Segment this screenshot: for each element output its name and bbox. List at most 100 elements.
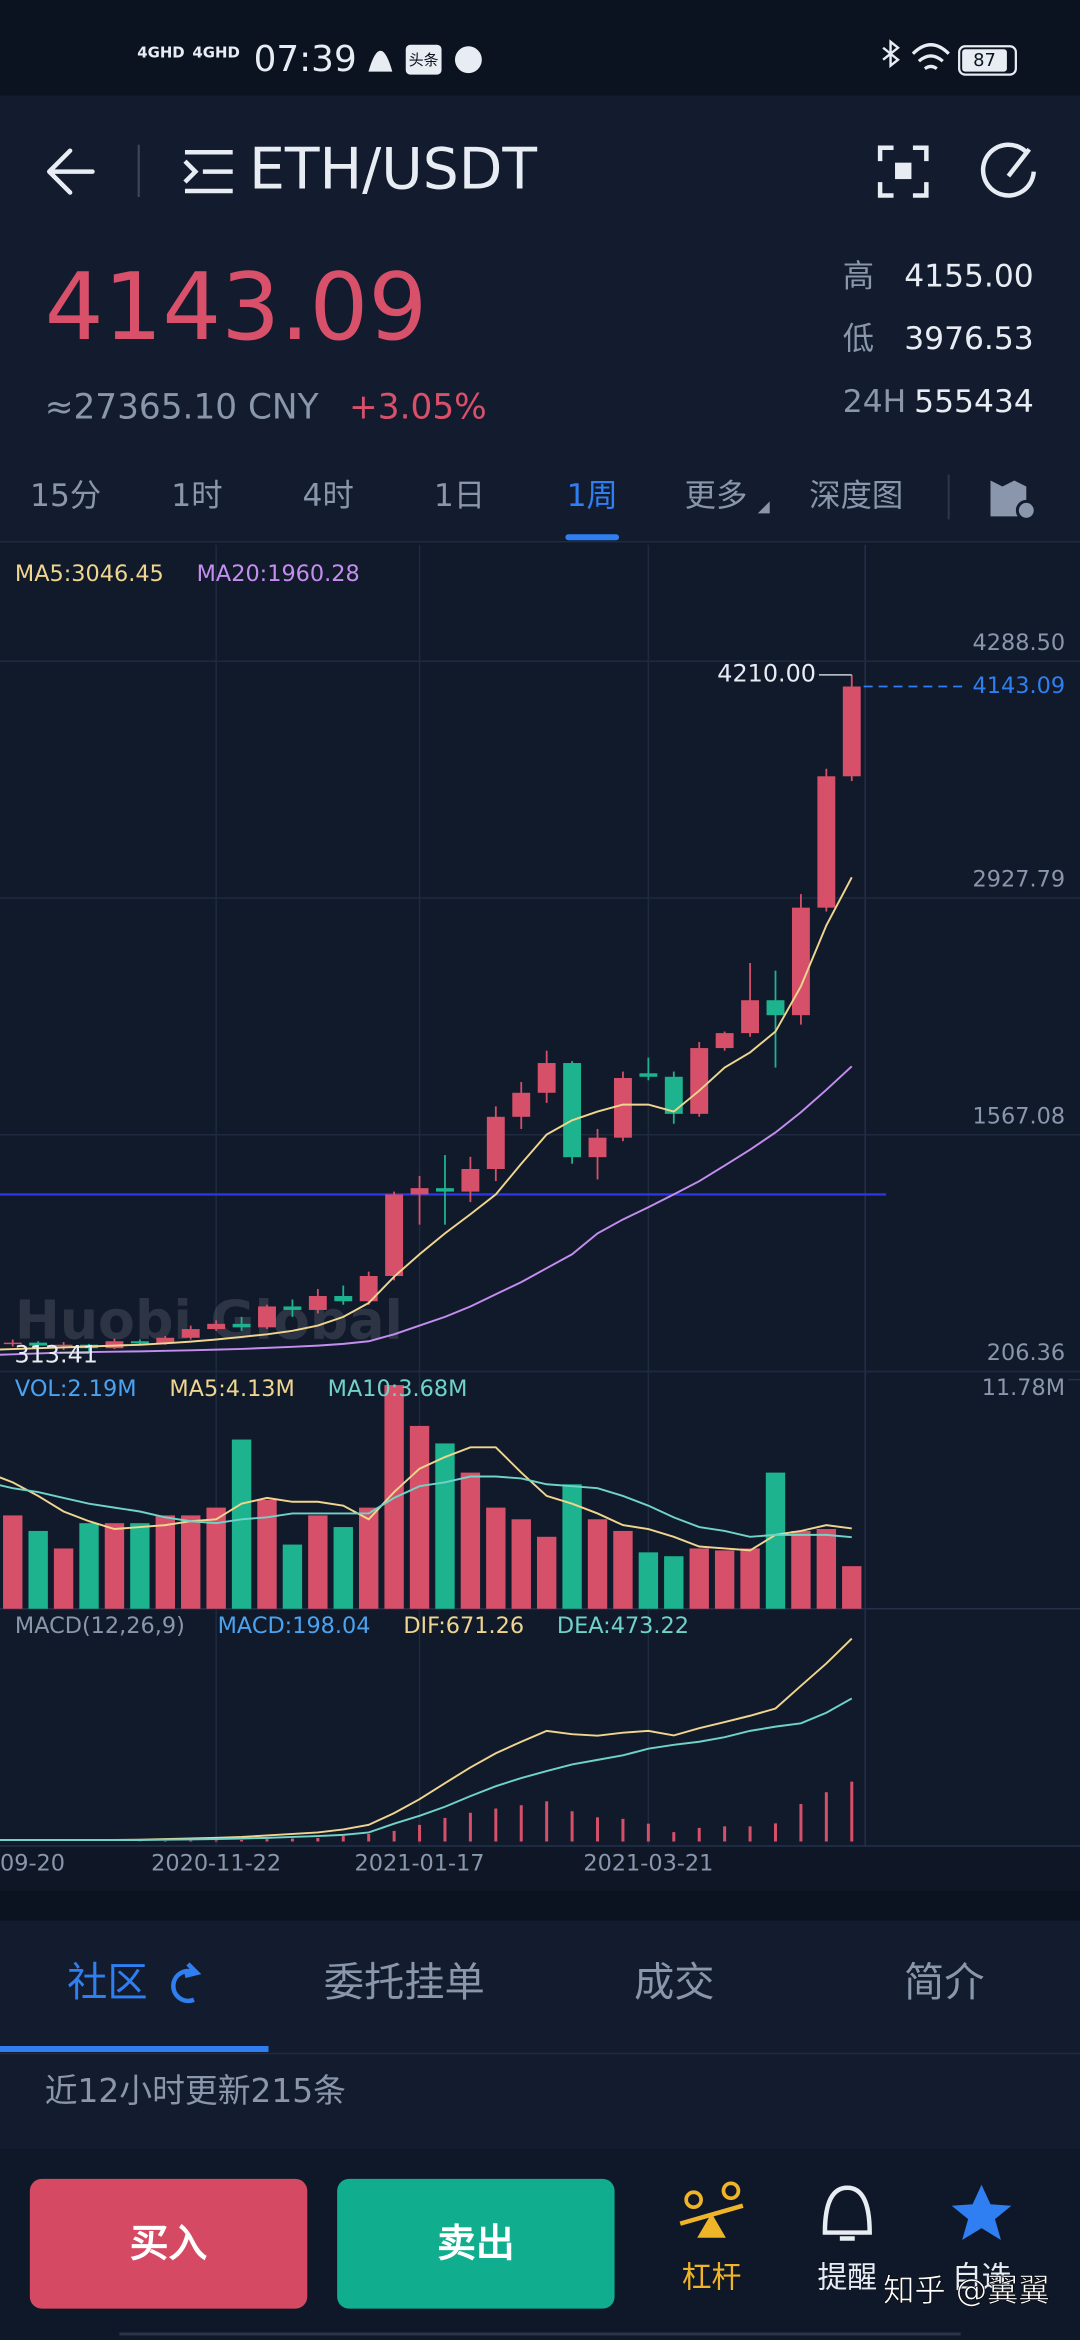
volume-bar [842,1566,862,1609]
leverage-button[interactable]: 杠杆 [679,2181,744,2295]
macd-bar [596,1817,600,1842]
macd-bar [748,1826,752,1842]
volume-bar [486,1507,506,1609]
candle-body [741,1000,760,1034]
interval-tab[interactable]: 1周 [567,478,618,514]
candle-body [3,1342,22,1345]
macd-bar [163,1840,167,1842]
interval-tab[interactable]: 15分 [30,478,101,514]
candle-body [359,1276,378,1302]
x-tick-label: 09-20 [0,1850,65,1876]
active-underline [0,2046,269,2052]
watermark: 知乎 @翼翼 [883,2273,1050,2309]
action-label: 杠杆 [682,2260,742,2295]
action-label: 提醒 [817,2260,877,2295]
volume-bar [435,1443,455,1609]
volume-bar [257,1499,277,1609]
section-tab[interactable]: 委托挂单 [324,1960,485,2006]
macd-bar [494,1808,498,1842]
current-price-label: 4143.09 [973,673,1066,699]
indicator-label: DIF:671.26 [403,1613,524,1639]
candle-body [512,1092,531,1117]
spacer [0,1890,1080,1921]
volume-bar [765,1472,786,1609]
candle-body [842,686,861,777]
qq-icon [368,50,393,72]
pair-title: ETH/USDT [249,137,537,203]
macd-bar [621,1818,625,1842]
macd-bar [443,1817,447,1842]
interval-tab[interactable]: 1时 [171,478,222,514]
y-tick-label: 206.36 [987,1340,1065,1366]
interval-tab[interactable]: 更多 [685,478,748,514]
macd-bar [290,1838,294,1842]
refresh-icon [171,1962,202,2004]
stat-label: 24H [843,384,906,420]
volume-bar [816,1529,837,1609]
indicator-label: MA20:1960.28 [197,561,360,587]
candle-body [690,1048,709,1114]
alert-button[interactable]: 提醒 [817,2185,877,2296]
macd-bar [824,1792,828,1842]
favorite-button[interactable]: 自选 [951,2184,1012,2296]
candle-body [486,1116,505,1169]
battery-text: 87 [973,50,996,71]
macd-line [0,1697,853,1841]
stat-label: 低 [843,321,874,357]
candle-body [130,1341,149,1344]
volume-bar [231,1439,252,1609]
wifi-icon [911,43,950,71]
sell-button[interactable] [337,2178,615,2309]
interval-tab[interactable]: 深度图 [809,478,903,514]
macd-bar [723,1826,727,1842]
ma-line [0,1065,853,1356]
interval-tab[interactable]: 4时 [303,478,354,514]
stat-value: 4155.00 [904,259,1034,295]
candle-body [334,1296,353,1302]
volume-bar [587,1519,608,1609]
candle-body [232,1323,251,1328]
active-underline [565,534,620,541]
indicator-label: DEA:473.22 [557,1613,689,1639]
macd-bar [316,1837,320,1842]
time-axis-bg [0,1846,1080,1891]
volume-bar [536,1536,557,1609]
volume-bar [104,1523,125,1609]
volume-bar [562,1484,582,1609]
change: +3.05% [349,387,487,427]
candle-body [791,907,810,1016]
volume-bar [181,1515,201,1609]
macd-bar [672,1832,676,1842]
macd-bar [341,1836,345,1842]
screenshot-button[interactable] [877,145,929,198]
bluetooth-icon [882,39,900,69]
volume-bar [3,1515,23,1609]
buy-button[interactable] [29,2178,308,2309]
volume-bar [740,1548,760,1609]
menu-button[interactable] [183,149,233,194]
volume-bar [358,1507,379,1609]
interval-tab[interactable]: 1日 [434,478,485,514]
macd-bar [774,1823,777,1842]
section-tab[interactable]: 成交 [634,1960,715,2006]
candle-body [207,1323,226,1330]
macd-bar [240,1839,244,1842]
indicator-label: MACD:198.04 [218,1613,371,1639]
volume-bar [333,1527,353,1609]
section-tab[interactable]: 简介 [904,1960,985,2006]
macd-bar [392,1830,396,1842]
y-tick-label: 11.78M [982,1375,1065,1401]
macd-bar [646,1823,650,1842]
section-tab[interactable]: 社区 [67,1960,148,2006]
indicator-label: MA10:3.68M [328,1376,468,1402]
volume-bar [79,1523,99,1609]
network: 4GHD [192,44,239,62]
tabs-bg [0,1920,1080,2149]
indicator-label: VOL:2.19M [15,1376,137,1402]
macd-bar [545,1801,549,1842]
share-button[interactable] [980,142,1036,198]
candle-body [436,1188,454,1192]
x-tick-label: 2021-01-17 [355,1850,485,1876]
back-button[interactable] [46,148,95,195]
stat-value: 555434 [914,384,1034,420]
